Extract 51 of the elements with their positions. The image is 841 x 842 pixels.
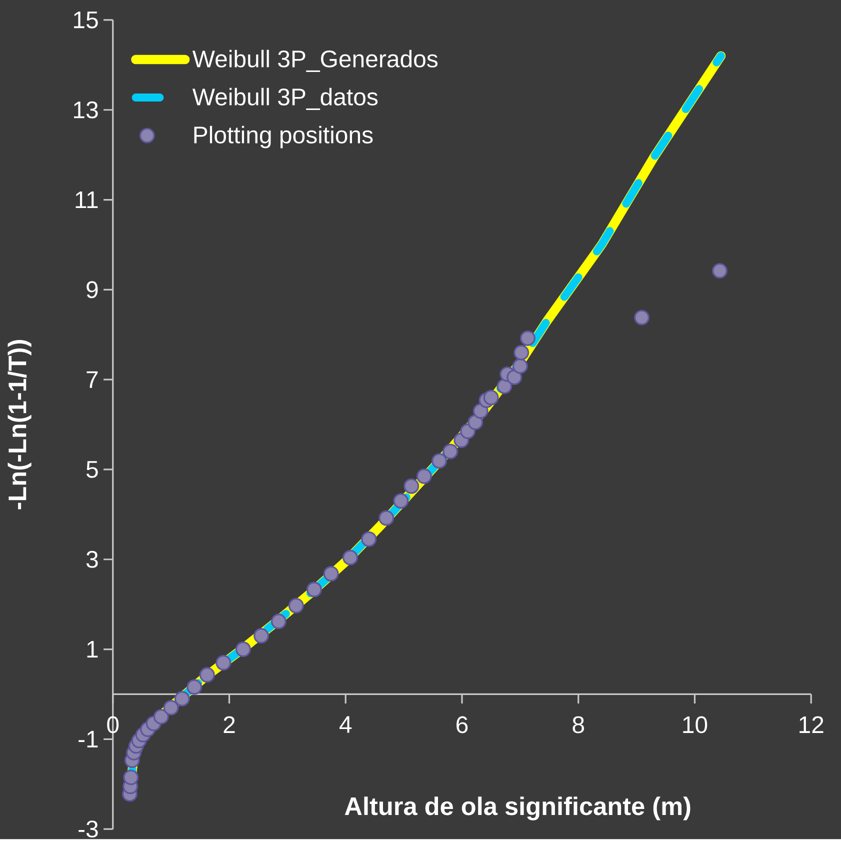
y-tick-label: 9 xyxy=(86,281,98,298)
y-tick-label: -1 xyxy=(78,730,98,748)
y-tick-label: 1 xyxy=(87,641,98,658)
y-tick-label: -3 xyxy=(78,820,98,838)
x-tick-label: 4 xyxy=(339,716,352,733)
x-tick-label: 10 xyxy=(683,716,708,734)
point xyxy=(520,330,536,346)
point xyxy=(153,708,169,724)
point xyxy=(416,468,432,484)
point xyxy=(253,628,269,644)
point xyxy=(514,344,530,360)
point xyxy=(306,582,322,598)
point xyxy=(323,566,339,582)
x-tick-label: 2 xyxy=(224,716,235,733)
x-tick-label: 8 xyxy=(572,716,584,734)
legend-label: Weibull 3P_datos xyxy=(192,88,378,110)
point xyxy=(472,403,488,419)
point xyxy=(442,444,458,460)
point xyxy=(123,770,139,786)
point xyxy=(634,310,650,326)
y-tick-label: 7 xyxy=(86,371,98,388)
point xyxy=(404,478,420,494)
point xyxy=(361,531,377,547)
point xyxy=(199,667,215,683)
legend-label: Weibull 3P_Generados xyxy=(192,50,438,72)
point xyxy=(163,700,179,716)
point xyxy=(186,679,202,695)
point xyxy=(235,642,251,657)
x-axis-title: Altura de ola significante (m) xyxy=(344,796,690,820)
point xyxy=(393,493,409,509)
point xyxy=(432,453,447,469)
y-axis-title: -Ln(-Ln(1-1/T)) xyxy=(8,340,32,510)
point xyxy=(483,390,499,406)
point xyxy=(342,550,358,566)
point xyxy=(216,655,232,670)
point xyxy=(512,358,528,374)
point xyxy=(468,414,484,430)
point xyxy=(288,598,304,614)
point xyxy=(506,370,522,386)
point xyxy=(270,614,286,630)
point xyxy=(712,263,728,279)
y-tick-label: 3 xyxy=(86,550,98,568)
x-tick-label: 12 xyxy=(800,716,824,733)
y-tick-label: 15 xyxy=(74,12,98,28)
y-tick-label: 11 xyxy=(76,192,98,208)
point xyxy=(378,510,394,526)
y-tick-label: 13 xyxy=(74,101,98,118)
x-tick-label: 6 xyxy=(456,716,468,734)
point xyxy=(174,690,190,706)
y-tick-label: 5 xyxy=(86,461,98,478)
legend-label: Plotting positions xyxy=(194,126,373,148)
